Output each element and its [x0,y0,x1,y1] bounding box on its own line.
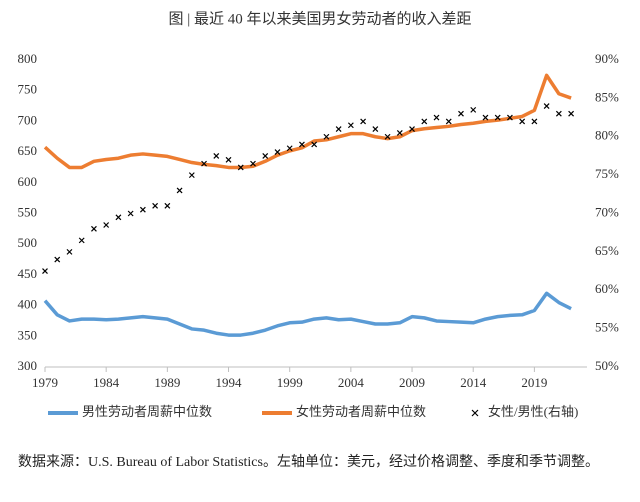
ratio-point [347,122,354,129]
ratio-point [225,156,232,163]
ratio-point [470,106,477,113]
y2-tick-label: 55% [595,320,619,335]
ratio-point [409,126,415,132]
ratio-point [360,118,367,125]
ratio-point [42,268,48,274]
x-tick-label: 2014 [460,375,487,390]
chart: 图 | 最近 40 年以来美国男女劳动者的收入差距 300 350 400 450 50… [18,9,620,419]
y-tick-label: 650 [18,143,38,158]
ratio-point [445,118,452,125]
ratio-point [555,110,562,117]
x-tick-label: 1994 [216,375,243,390]
y-tick-label: 500 [18,235,38,250]
y-tick-label: 600 [18,174,38,189]
ratio-point [531,118,538,125]
ratio-point [335,126,342,132]
legend-label: 女性劳动者周薪中位数 [296,404,426,419]
x-tick-label: 1984 [93,375,120,390]
y2-tick-label: 90% [595,51,619,66]
ratio-point [66,248,73,255]
x-tick-label: 2009 [399,375,425,390]
ratio-point [139,206,146,213]
ratio-point [176,187,183,194]
series-line [43,291,572,337]
x-tick-label: 2019 [521,375,547,390]
ratio-point [91,225,97,232]
ratio-point [519,118,526,125]
ratio-point [568,110,575,117]
ratio-point [494,114,501,121]
ratio-point [78,237,85,244]
y2-tick-label: 75% [595,166,619,181]
y2-tick-label: 80% [595,128,619,143]
x-tick-label: 1979 [32,375,58,390]
y2-tick-label: 85% [595,89,619,104]
legend-label: 女性/男性(右轴) [488,404,578,419]
x-tick-label: 2004 [338,375,365,390]
source-note: 数据来源：U.S. Bureau of Labor Statistics。左轴单… [18,455,599,470]
y-tick-label: 350 [18,327,38,342]
ratio-point [384,133,391,140]
y-tick-label: 700 [18,112,38,127]
ratio-point [274,149,281,156]
ratio-point [54,256,61,263]
y-tick-label: 750 [18,82,38,97]
y-tick-label: 800 [18,51,38,66]
x-tick-label: 1989 [154,375,180,390]
ratio-point [237,164,244,171]
y2-tick-label: 70% [595,204,619,219]
legend-label: 男性劳动者周薪中位数 [82,404,212,419]
ratio-point [103,222,110,228]
ratio-point [421,118,428,125]
ratio-point [127,210,134,217]
y-tick-label: 550 [18,204,38,219]
legend-marker [471,409,479,417]
ratio-point [188,172,195,179]
chart-title: 图 | 最近 40 年以来美国男女劳动者的收入差距 [168,9,471,27]
ratio-point [250,160,256,167]
y2-tick-label: 50% [595,358,619,373]
ratio-point [372,126,379,132]
y-tick-label: 450 [18,266,38,281]
ratio-point [543,103,550,109]
ratio-point [201,160,207,167]
ratio-point [433,114,440,121]
y-tick-label: 400 [18,297,38,312]
y-tick-label: 300 [18,358,38,373]
ratio-point [311,141,318,148]
series-line [43,73,572,170]
ratio-point [213,153,220,159]
ratio-point [164,202,171,209]
ratio-point [152,202,159,209]
ratio-point [323,133,330,140]
ratio-point [396,129,403,136]
ratio-point [286,145,293,152]
x-tick-label: 1999 [277,375,303,390]
ratio-point [262,153,269,159]
ratio-point [506,114,513,121]
y2-tick-label: 60% [595,281,619,296]
y2-tick-label: 65% [595,243,619,258]
ratio-point [115,214,122,221]
ratio-point [299,141,305,148]
ratio-point [458,110,464,117]
ratio-point [482,114,489,121]
